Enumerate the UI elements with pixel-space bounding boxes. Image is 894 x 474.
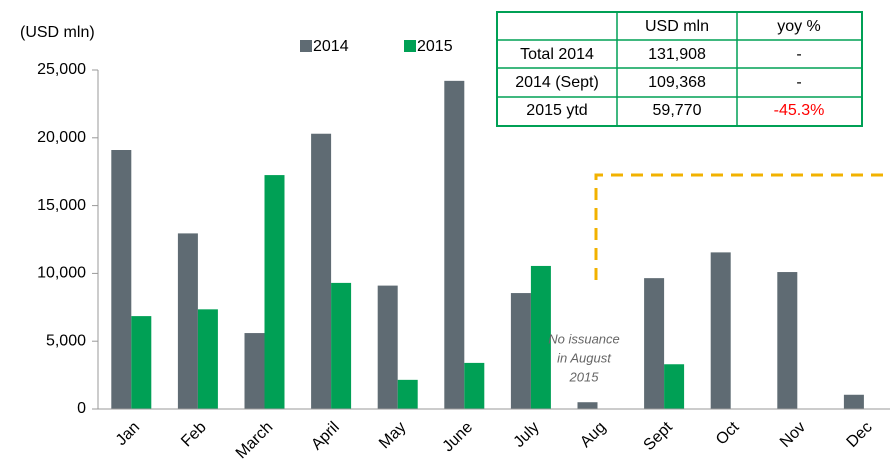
x-tick-label: Feb [178,419,210,451]
bar [510,293,531,409]
bar [377,285,398,409]
table-cell: 2014 (Sept) [515,74,599,91]
x-tick-label: Jan [113,419,143,449]
unit-label: (USD mln) [20,24,95,41]
table-cell: - [796,74,801,91]
x-tick-label: April [308,419,343,454]
annotation: 2015 [569,369,600,384]
table-header: yoy % [777,18,821,35]
bar [444,80,465,410]
legend-swatch [300,40,312,52]
x-tick-label: June [440,419,477,456]
x-tick-label: Sept [641,418,677,454]
table-cell: 109,368 [648,74,706,91]
table-cell: 131,908 [648,46,706,63]
y-tick-label: 0 [77,400,86,417]
legend-label: 2015 [417,38,453,55]
y-tick-label: 10,000 [37,265,86,282]
bar [244,333,265,409]
bar [311,133,332,409]
x-tick-label: March [233,419,276,462]
y-tick-label: 15,000 [37,197,86,214]
table-cell: 59,770 [653,102,702,119]
y-tick-label: 20,000 [37,129,86,146]
highlight-box [594,173,886,280]
bar [710,252,731,409]
bar [644,278,665,409]
bar [197,309,218,409]
x-tick-label: July [511,419,543,451]
x-tick-label: Dec [844,419,876,451]
table-cell: -45.3% [774,102,825,119]
bar [777,272,798,409]
x-tick-label: Oct [713,418,743,448]
bar [530,265,551,409]
y-tick-label: 25,000 [37,61,86,78]
table-grid [497,12,862,126]
summary-table: USD mln yoy % Total 2014 131,908 - 2014 … [496,11,863,127]
legend-swatch [404,40,416,52]
annotation: No issuance [548,331,620,346]
x-tick-label: May [376,419,409,452]
bar [177,233,198,409]
annotation: in August [557,350,612,365]
legend-label: 2014 [313,38,349,55]
bar [264,175,285,409]
table-cell: 2015 ytd [526,102,587,119]
table-header: USD mln [645,18,709,35]
bar [464,362,485,409]
x-tick-label: Aug [577,419,609,451]
bar [664,364,685,409]
x-tick-label: Nov [777,419,809,451]
table-border [496,11,863,127]
bar [131,316,152,409]
bar [577,402,598,409]
bar [111,150,132,409]
y-tick-label: 5,000 [46,332,86,349]
table-cell: Total 2014 [520,46,594,63]
bar [331,282,352,409]
table-cell: - [796,46,801,63]
bar [397,379,418,409]
bar [843,394,864,409]
